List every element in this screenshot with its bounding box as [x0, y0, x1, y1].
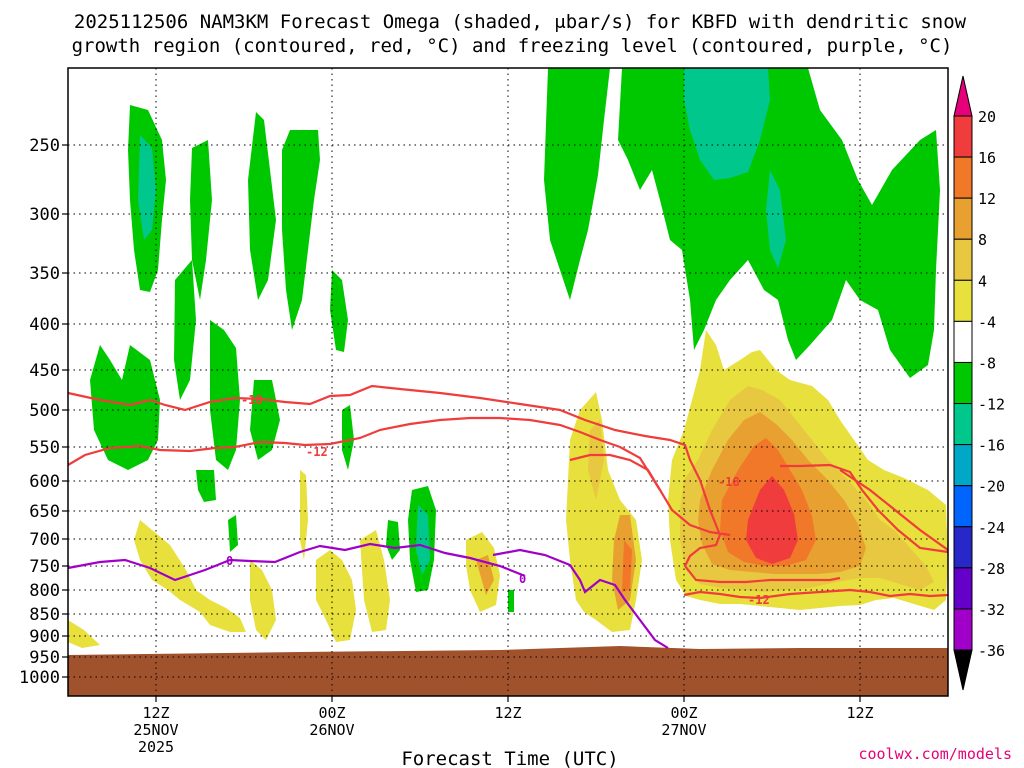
dgz-contours [67, 384, 949, 600]
colorbar-label: -12 [978, 396, 1005, 414]
x-tick-label: 00Z [670, 704, 697, 722]
colorbar: 20 16 12 8 4 -4 -8 -12 -16 -20 -24 -28 -32 -36 [953, 75, 1005, 691]
colorbar-label: 20 [978, 108, 996, 126]
y-tick-label: 800 [29, 581, 60, 601]
y-tick-label: 950 [29, 648, 60, 668]
x-tick-label: 2025 [138, 738, 174, 756]
colorbar-segment [953, 608, 973, 651]
y-tick-label: 450 [29, 361, 60, 381]
colorbar-segment [953, 567, 973, 610]
y-tick-label: 500 [29, 401, 60, 421]
x-tick-label: 00Z [318, 704, 345, 722]
contour-label-dgz-lower: -12 [306, 445, 328, 459]
contour-label-dgz-upper: -18 [241, 393, 263, 407]
contour-label-freezing-b: 0 [519, 572, 526, 586]
freezing-level-contour [67, 542, 669, 649]
colorbar-segment [953, 320, 973, 363]
terrain [68, 646, 948, 696]
contour-labels: -18 -12 -18 -12 0 0 [226, 393, 770, 607]
chart-title-line1: 2025112506 NAM3KM Forecast Omega (shaded… [74, 11, 967, 33]
colorbar-segment [953, 526, 973, 569]
y-tick-label: 400 [29, 315, 60, 335]
x-tick-label: 25NOV [133, 721, 178, 739]
y-tick-label: 250 [29, 136, 60, 156]
contour-label-dgz-east-lower: -12 [748, 593, 770, 607]
colorbar-label: 12 [978, 190, 996, 208]
colorbar-segment [953, 238, 973, 281]
omega-shading [68, 68, 948, 648]
colorbar-label: -32 [978, 601, 1005, 619]
colorbar-label: 8 [978, 231, 987, 249]
x-tick-label: 12Z [846, 704, 873, 722]
colorbar-label: -20 [978, 478, 1005, 496]
x-tick-label: 27NOV [661, 721, 706, 739]
x-axis-label: Forecast Time (UTC) [401, 748, 618, 768]
credit-text: coolwx.com/models [858, 745, 1012, 763]
colorbar-segment [953, 279, 973, 322]
y-tick-label: 1000 [19, 668, 60, 688]
x-tick-label: 26NOV [309, 721, 354, 739]
colorbar-segment [953, 156, 973, 199]
colorbar-label: -8 [978, 354, 996, 372]
colorbar-label: 4 [978, 272, 987, 290]
colorbar-segment [953, 444, 973, 487]
colorbar-label: 16 [978, 149, 996, 167]
colorbar-label: -24 [978, 519, 1005, 537]
y-tick-label: 650 [29, 502, 60, 522]
y-tick-label: 700 [29, 530, 60, 550]
colorbar-segment [953, 361, 973, 405]
contour-label-freezing-a: 0 [226, 554, 233, 568]
y-tick-label: 350 [29, 264, 60, 284]
colorbar-top-triangle [953, 75, 973, 117]
colorbar-segment [953, 197, 973, 240]
contour-label-dgz-east-upper: -18 [718, 475, 740, 489]
colorbar-segment [953, 485, 973, 528]
y-tick-label: 600 [29, 472, 60, 492]
colorbar-label: -4 [978, 313, 996, 331]
y-tick-label: 550 [29, 438, 60, 458]
x-tick-label: 12Z [142, 704, 169, 722]
colorbar-bottom-triangle [953, 649, 973, 691]
x-tick-label: 12Z [494, 704, 521, 722]
y-tick-label: 850 [29, 605, 60, 625]
y-tick-label: 900 [29, 627, 60, 647]
colorbar-label: -28 [978, 560, 1005, 578]
colorbar-label: -36 [978, 642, 1005, 660]
y-tick-label: 300 [29, 205, 60, 225]
colorbar-label: -16 [978, 437, 1005, 455]
colorbar-segment [953, 403, 973, 446]
chart-title-line2: growth region (contoured, red, °C) and f… [72, 35, 953, 57]
y-tick-label: 750 [29, 557, 60, 577]
y-axis-ticks: 2503003504004505005506006507007508008509… [19, 136, 68, 688]
colorbar-segment [953, 115, 973, 158]
